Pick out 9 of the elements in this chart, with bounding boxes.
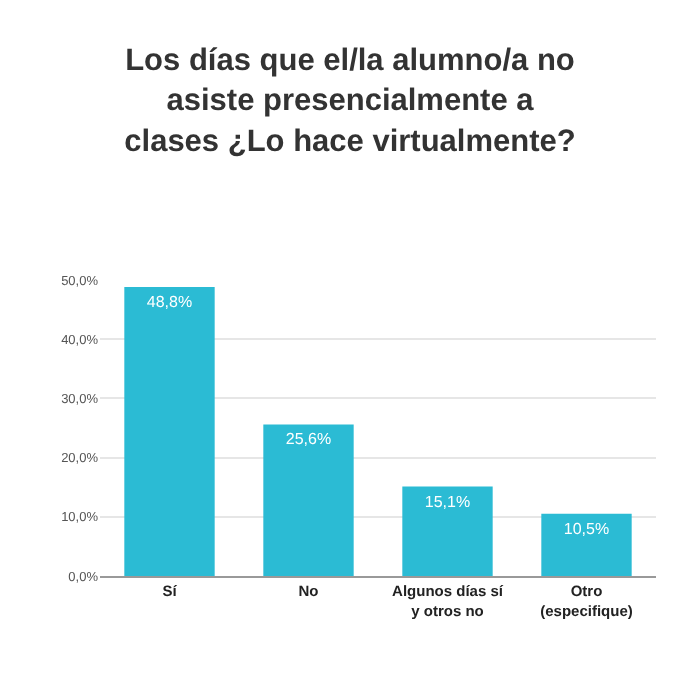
data-label: 10,5%	[563, 519, 610, 538]
chart-title: Los días que el/la alumno/a no asiste presencialmente a clases ¿Lo hace virtualmente?	[124, 44, 576, 159]
data-label: 48,8%	[146, 293, 193, 312]
bar	[124, 287, 215, 576]
data-label: 15,1%	[424, 492, 471, 511]
bar	[541, 513, 632, 576]
bar	[263, 424, 354, 576]
bar	[402, 486, 493, 576]
data-label: 25,6%	[285, 430, 332, 449]
